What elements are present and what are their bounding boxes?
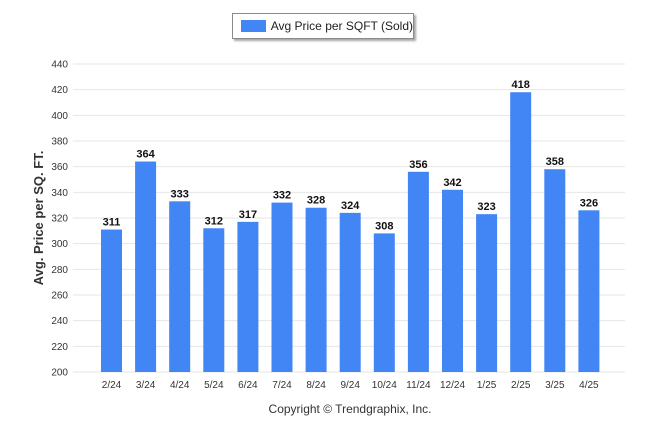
x-tick-label: 9/24 bbox=[340, 380, 360, 391]
y-tick-label: 420 bbox=[51, 85, 68, 96]
x-tick-label: 6/24 bbox=[238, 380, 258, 391]
y-axis-ticks: 200 220 240 260 280 300 320 340 360 380 400 420 440 bbox=[51, 60, 68, 379]
y-axis-label: Avg. Price per SQ. FT. bbox=[31, 151, 46, 286]
bar[interactable] bbox=[578, 210, 600, 372]
x-tick-label: 2/24 bbox=[102, 380, 122, 391]
bar-value-label: 418 bbox=[512, 79, 530, 91]
bar-value-label: 328 bbox=[307, 195, 325, 207]
y-tick-label: 320 bbox=[51, 214, 68, 225]
x-axis-ticks: 2/24 3/24 4/24 5/24 6/24 7/24 8/24 9/24 10/24 11/… bbox=[102, 380, 599, 391]
bar[interactable] bbox=[203, 228, 225, 372]
bar[interactable] bbox=[373, 233, 395, 372]
bar[interactable] bbox=[305, 207, 327, 372]
bar-value-label: 364 bbox=[136, 149, 155, 161]
legend[interactable]: Avg Price per SQFT (Sold) bbox=[232, 13, 414, 39]
bar[interactable] bbox=[135, 161, 157, 372]
bar[interactable] bbox=[476, 214, 498, 372]
bar[interactable] bbox=[169, 201, 191, 372]
bar-value-label: 332 bbox=[273, 190, 291, 202]
bar-value-label: 323 bbox=[477, 201, 495, 213]
bar[interactable] bbox=[339, 212, 361, 372]
x-tick-label: 4/24 bbox=[170, 380, 190, 391]
data-labels: 311 364 333 312 317 332 328 324 308 356 342 323 418 3… bbox=[103, 79, 598, 232]
x-tick-label: 3/24 bbox=[136, 380, 156, 391]
bar-value-label: 311 bbox=[103, 217, 121, 229]
bar-value-label: 358 bbox=[546, 156, 564, 168]
x-tick-label: 5/24 bbox=[204, 380, 224, 391]
x-tick-label: 4/25 bbox=[579, 380, 599, 391]
bar[interactable] bbox=[442, 189, 463, 372]
bar[interactable] bbox=[407, 171, 429, 372]
bar-value-label: 312 bbox=[205, 215, 223, 227]
bar-value-label: 326 bbox=[580, 197, 598, 209]
x-tick-label: 1/25 bbox=[477, 380, 497, 391]
bar-value-label: 324 bbox=[341, 200, 360, 212]
x-tick-label: 10/24 bbox=[372, 380, 397, 391]
x-tick-label: 12/24 bbox=[440, 380, 465, 391]
y-tick-label: 360 bbox=[51, 162, 68, 173]
bar-value-label: 342 bbox=[443, 177, 461, 189]
x-tick-label: 2/25 bbox=[511, 380, 531, 391]
copyright-text: Copyright © Trendgraphix, Inc. bbox=[268, 402, 432, 416]
y-tick-label: 440 bbox=[51, 60, 68, 71]
bar[interactable] bbox=[544, 169, 566, 372]
bar[interactable] bbox=[237, 221, 259, 372]
x-tick-label: 8/24 bbox=[306, 380, 326, 391]
y-tick-label: 280 bbox=[51, 265, 68, 276]
y-tick-label: 340 bbox=[51, 188, 68, 199]
x-tick-label: 3/25 bbox=[545, 380, 565, 391]
bar-value-label: 317 bbox=[239, 209, 257, 221]
x-tick-label: 11/24 bbox=[406, 380, 431, 391]
y-tick-label: 260 bbox=[51, 291, 68, 302]
legend-label: Avg Price per SQFT (Sold) bbox=[270, 19, 413, 33]
y-tick-label: 300 bbox=[51, 239, 68, 250]
x-tick-label: 7/24 bbox=[272, 380, 292, 391]
bar-value-label: 333 bbox=[171, 188, 189, 200]
bar[interactable] bbox=[510, 92, 532, 372]
bar[interactable] bbox=[101, 229, 122, 372]
bars bbox=[101, 92, 600, 372]
legend-swatch bbox=[241, 20, 266, 32]
y-tick-label: 220 bbox=[51, 342, 68, 353]
y-tick-label: 200 bbox=[51, 368, 68, 379]
y-tick-label: 380 bbox=[51, 137, 68, 148]
bar[interactable] bbox=[271, 202, 293, 372]
bar-value-label: 308 bbox=[375, 220, 393, 232]
y-tick-label: 240 bbox=[51, 316, 68, 327]
y-tick-label: 400 bbox=[51, 111, 68, 122]
bar-value-label: 356 bbox=[409, 159, 427, 171]
